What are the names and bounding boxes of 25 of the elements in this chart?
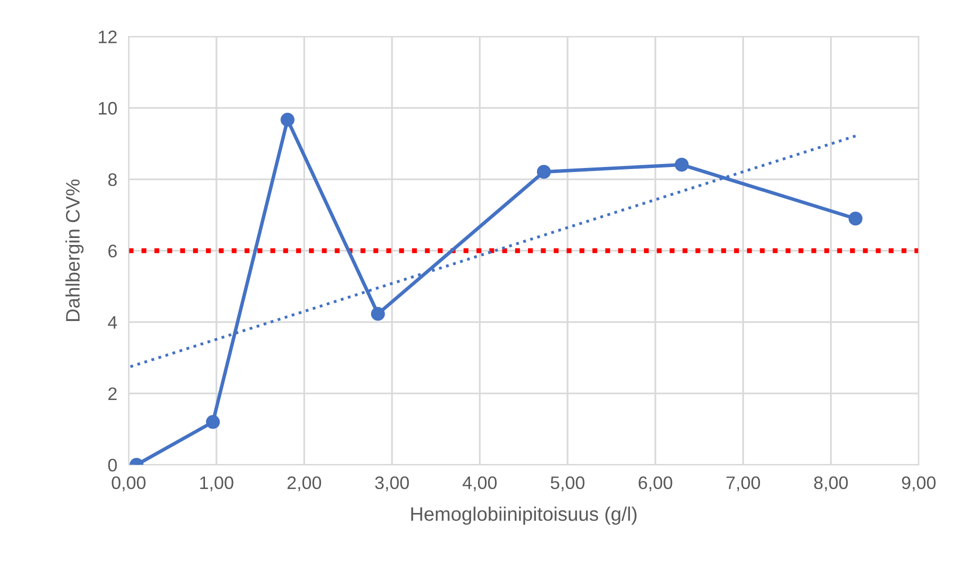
y-axis-title: Dahlbergin CV% [65, 180, 84, 321]
y-tick-label: 12 [98, 30, 117, 44]
x-tick-label: 9,00 [902, 476, 936, 492]
y-tick-label: 4 [108, 316, 117, 329]
x-tick-label: 4,00 [462, 476, 497, 492]
x-tick-label: 5,00 [550, 476, 584, 492]
point [848, 212, 862, 226]
x-tick-label: 2,00 [288, 476, 322, 492]
point [536, 164, 551, 179]
x-tick-label: 1,00 [200, 476, 234, 492]
x-tick-label: 8,00 [814, 476, 848, 492]
y-tick-label: 10 [98, 102, 117, 115]
x-tick-label: 6,00 [638, 476, 672, 492]
point [371, 306, 385, 321]
point [674, 158, 689, 172]
point [206, 415, 220, 429]
x-tick-label: 3,00 [375, 476, 409, 492]
y-tick-label: 0 [108, 458, 117, 472]
x-axis-title: Hemoglobiinipitoisuus (g/l) [411, 506, 636, 525]
point [280, 112, 294, 127]
x-tick-label: 7,00 [726, 476, 760, 492]
x-tick-label: 0,00 [112, 476, 146, 492]
y-tick-label: 6 [108, 244, 117, 258]
y-tick-label: 8 [108, 173, 117, 186]
y-tick-label: 2 [108, 387, 117, 400]
